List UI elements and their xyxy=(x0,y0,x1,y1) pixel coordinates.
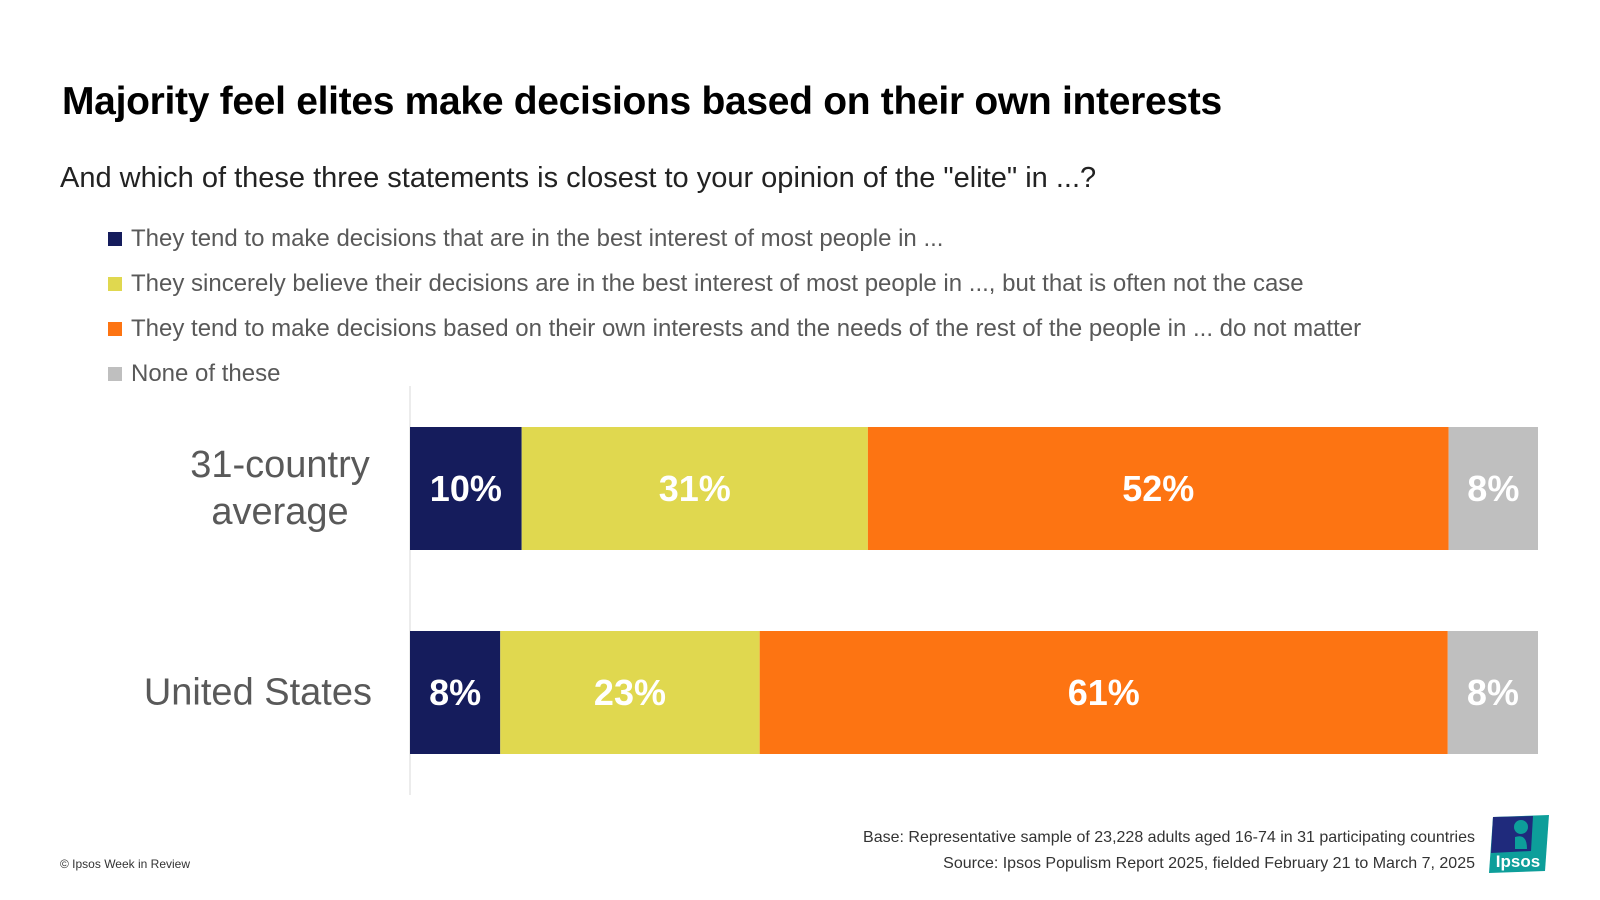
source-note: Source: Ipsos Populism Report 2025, fiel… xyxy=(943,855,1475,872)
copyright-text: © Ipsos Week in Review xyxy=(60,857,191,871)
bar-segment xyxy=(1448,427,1538,550)
base-note: Base: Representative sample of 23,228 ad… xyxy=(863,829,1475,846)
data-label: 31% xyxy=(659,468,731,509)
bar-segment xyxy=(410,427,522,550)
legend-label: They tend to make decisions that are in … xyxy=(131,224,944,252)
data-label: 8% xyxy=(1467,672,1519,713)
category-label: average xyxy=(211,491,348,533)
data-label: 52% xyxy=(1122,468,1194,509)
category-label: United States xyxy=(144,672,372,714)
legend-item-sincerely-believe: They sincerely believe their decisions a… xyxy=(108,261,1361,306)
legend-swatch xyxy=(108,321,122,336)
data-label: 8% xyxy=(429,672,481,713)
legend-label: None of these xyxy=(131,359,281,387)
chart-subtitle: And which of these three statements is c… xyxy=(60,162,1097,194)
data-label: 10% xyxy=(430,468,502,509)
data-label: 61% xyxy=(1068,672,1140,713)
legend-label: They sincerely believe their decisions a… xyxy=(131,269,1304,297)
chart-title: Majority feel elites make decisions base… xyxy=(62,80,1222,123)
data-label: 23% xyxy=(594,672,666,713)
ipsos-logo-icon: Ipsos xyxy=(1489,815,1549,873)
legend-swatch xyxy=(108,231,122,246)
bar-segment xyxy=(759,631,1448,754)
legend-label: They tend to make decisions based on the… xyxy=(131,314,1362,342)
category-label: 31-country xyxy=(190,444,370,486)
legend-item-none: None of these xyxy=(108,351,1361,396)
legend-item-best-interest: They tend to make decisions that are in … xyxy=(108,216,1361,261)
bar-segment xyxy=(521,427,868,550)
footer-notes: Base: Representative sample of 23,228 ad… xyxy=(863,825,1475,877)
legend-swatch xyxy=(108,276,122,291)
bar-segment xyxy=(500,631,760,754)
data-label: 8% xyxy=(1467,468,1519,509)
bar-segment xyxy=(867,427,1449,550)
legend-item-own-interests: They tend to make decisions based on the… xyxy=(108,306,1361,351)
bar-segment xyxy=(1447,631,1538,754)
legend: They tend to make decisions that are in … xyxy=(108,216,1361,396)
legend-swatch xyxy=(108,366,122,381)
bar-segment xyxy=(410,631,501,754)
logo-text: Ipsos xyxy=(1496,852,1540,871)
